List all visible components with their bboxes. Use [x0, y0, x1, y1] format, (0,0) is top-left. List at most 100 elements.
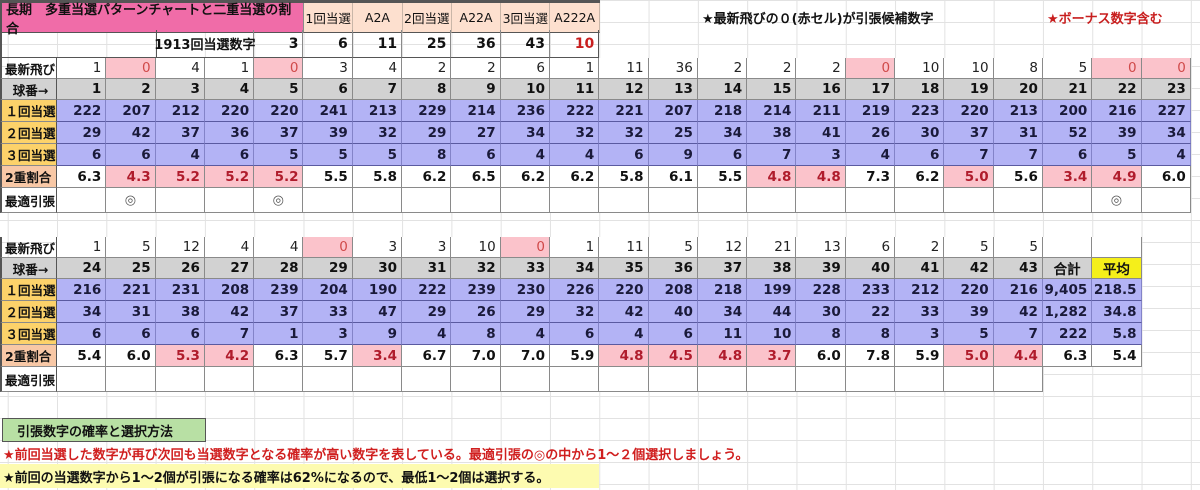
data-cell[interactable]: 6 [303, 79, 353, 100]
data-cell[interactable]: 12 [697, 237, 748, 258]
data-cell[interactable]: 5.4 [57, 345, 107, 367]
data-cell[interactable]: 5.9 [895, 345, 945, 367]
data-cell[interactable]: 31 [106, 301, 156, 323]
data-cell[interactable]: 9 [648, 144, 698, 166]
data-cell[interactable]: 7 [352, 79, 403, 100]
data-cell[interactable]: 4.3 [106, 166, 156, 188]
best-pull-cell[interactable] [549, 188, 600, 213]
data-cell[interactable]: 29 [402, 301, 452, 323]
data-cell[interactable]: 38 [747, 258, 797, 279]
best-pull-cell[interactable] [599, 367, 649, 392]
data-cell[interactable]: 3 [303, 58, 353, 79]
best-pull-cell[interactable] [402, 367, 452, 392]
data-cell[interactable]: 207 [106, 100, 156, 122]
best-pull-cell[interactable] [1042, 188, 1093, 213]
data-cell[interactable]: 23 [1141, 79, 1191, 100]
data-cell[interactable]: 216 [57, 279, 107, 301]
page-title[interactable]: 長期 多重当選パターンチャートと二重当選の割合 [0, 3, 304, 37]
data-cell[interactable]: 4 [549, 144, 600, 166]
data-cell[interactable]: 28 [254, 258, 304, 279]
best-pull-cell[interactable] [155, 367, 205, 392]
data-cell[interactable] [1092, 237, 1142, 258]
data-cell[interactable]: 5 [648, 237, 698, 258]
pattern-header[interactable]: 2回当選 [402, 3, 452, 33]
data-cell[interactable]: 0 [303, 237, 353, 258]
best-pull-cell[interactable] [845, 188, 896, 213]
data-cell[interactable]: 199 [747, 279, 797, 301]
pattern-header[interactable]: A222A [550, 3, 600, 33]
data-cell[interactable]: 3.4 [352, 345, 403, 367]
data-cell[interactable]: 9 [352, 323, 403, 345]
data-cell[interactable]: 208 [648, 279, 698, 301]
data-cell[interactable]: 3 [303, 323, 353, 345]
data-cell[interactable]: 228 [796, 279, 846, 301]
data-cell[interactable]: 4 [402, 323, 452, 345]
data-cell[interactable]: 11 [697, 323, 748, 345]
data-cell[interactable]: 11 [549, 79, 600, 100]
data-cell[interactable]: 5.2 [254, 166, 304, 188]
draw-number[interactable]: 11 [352, 30, 403, 58]
data-cell[interactable]: 3 [895, 323, 945, 345]
data-cell[interactable]: 213 [993, 100, 1043, 122]
data-cell[interactable]: 42 [599, 301, 649, 323]
data-cell[interactable]: 34 [697, 301, 748, 323]
data-cell[interactable]: 5 [303, 144, 353, 166]
data-cell[interactable]: 33 [303, 301, 353, 323]
data-cell[interactable]: 4 [352, 58, 403, 79]
data-cell[interactable]: 39 [303, 122, 353, 144]
data-cell[interactable]: 10 [944, 58, 994, 79]
data-cell[interactable]: 5.8 [1092, 323, 1142, 345]
data-cell[interactable]: 34 [1141, 122, 1191, 144]
best-pull-cell[interactable] [747, 188, 797, 213]
data-cell[interactable]: 211 [796, 100, 846, 122]
data-cell[interactable]: 5.9 [549, 345, 600, 367]
data-cell[interactable]: 38 [747, 122, 797, 144]
data-cell[interactable]: 220 [944, 279, 994, 301]
data-cell[interactable]: 43 [993, 258, 1043, 279]
data-cell[interactable]: 4.8 [747, 166, 797, 188]
data-cell[interactable]: 42 [204, 301, 255, 323]
data-cell[interactable]: 24 [57, 258, 107, 279]
data-cell[interactable]: 30 [895, 122, 945, 144]
data-cell[interactable]: 29 [57, 122, 107, 144]
data-cell[interactable]: 6.0 [1141, 166, 1191, 188]
data-cell[interactable]: 218 [697, 279, 748, 301]
data-cell[interactable]: 16 [796, 79, 846, 100]
data-cell[interactable]: 230 [500, 279, 550, 301]
data-cell[interactable]: 233 [845, 279, 896, 301]
data-cell[interactable]: 9 [451, 79, 501, 100]
data-cell[interactable]: 4 [204, 237, 255, 258]
data-cell[interactable]: 5 [1042, 58, 1093, 79]
data-cell[interactable]: 3 [155, 79, 205, 100]
best-pull-cell[interactable] [993, 188, 1043, 213]
best-pull-cell[interactable]: ◎ [254, 188, 304, 213]
row-header[interactable]: 最適引張 [0, 188, 57, 213]
data-cell[interactable]: 3 [402, 237, 452, 258]
data-cell[interactable]: 33 [895, 301, 945, 323]
data-cell[interactable]: 4 [204, 79, 255, 100]
data-cell[interactable]: 30 [796, 301, 846, 323]
data-cell[interactable]: 7 [204, 323, 255, 345]
data-cell[interactable]: 26 [155, 258, 205, 279]
data-cell[interactable]: 11 [599, 237, 649, 258]
data-cell[interactable]: 34 [57, 301, 107, 323]
data-cell[interactable]: 6.3 [1042, 345, 1093, 367]
data-cell[interactable]: 6.2 [895, 166, 945, 188]
data-cell[interactable]: 22 [1092, 79, 1142, 100]
data-cell[interactable]: 5.2 [155, 166, 205, 188]
row-header[interactable]: 最適引張 [0, 367, 57, 392]
data-cell[interactable]: 37 [155, 122, 205, 144]
data-cell[interactable]: 4.8 [796, 166, 846, 188]
draw-label[interactable]: 1913回当選数字 [154, 30, 255, 58]
data-cell[interactable]: 4 [1141, 144, 1191, 166]
data-cell[interactable]: 4.8 [697, 345, 748, 367]
data-cell[interactable]: 36 [648, 258, 698, 279]
data-cell[interactable]: 5.2 [204, 166, 255, 188]
data-cell[interactable]: 8 [402, 79, 452, 100]
best-pull-cell[interactable] [303, 367, 353, 392]
row-header[interactable]: 球番→ [0, 258, 57, 279]
data-cell[interactable]: 1 [57, 237, 107, 258]
data-cell[interactable]: 0 [500, 237, 550, 258]
data-cell[interactable]: 4 [500, 323, 550, 345]
best-pull-cell[interactable] [993, 367, 1043, 392]
